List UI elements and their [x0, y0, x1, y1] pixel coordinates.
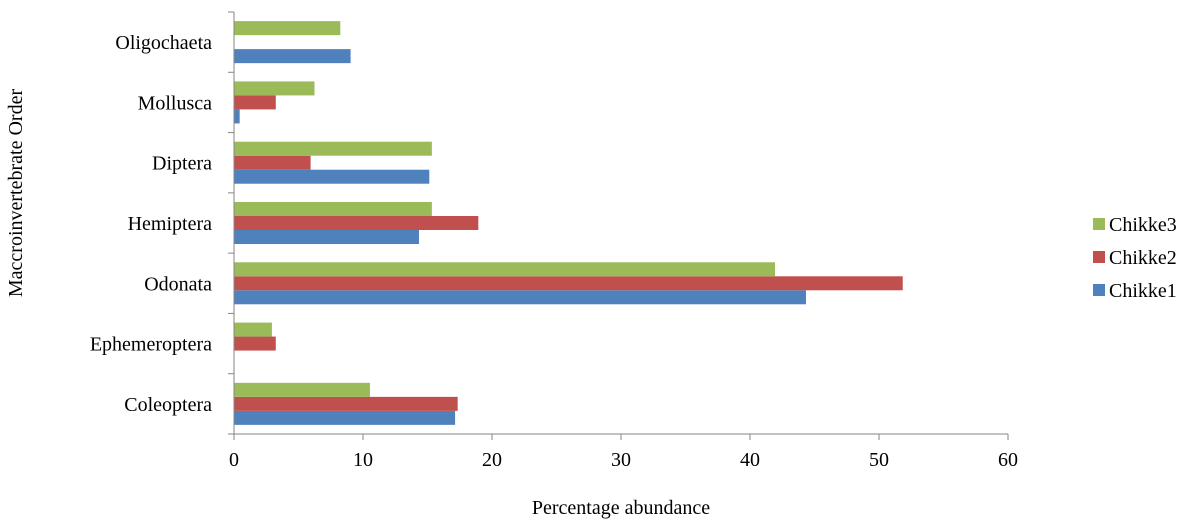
bar-chikke3-odonata	[234, 262, 776, 277]
y-axis-title: Maccroinvertebrate Order	[5, 89, 27, 298]
bar-chikke3-hemiptera	[234, 202, 432, 216]
bar-chikke1-coleoptera	[234, 410, 456, 425]
x-tick-label: 50	[869, 449, 889, 471]
bar-chikke3-ephemeroptera	[234, 322, 272, 337]
bar-chikke2-odonata	[234, 276, 903, 291]
bar-chikke2-mollusca	[234, 95, 276, 110]
x-tick-label: 60	[998, 449, 1018, 471]
x-tick-label: 40	[740, 449, 760, 471]
legend-label-chikke2: Chikke2	[1109, 247, 1177, 269]
bar-chikke2-ephemeroptera	[234, 336, 276, 351]
category-label: Hemiptera	[128, 213, 213, 235]
bar-chikke3-coleoptera	[234, 382, 370, 397]
y-ticks-group: Coleoptera Ephemeroptera Odonata Hemiptera D…	[90, 11, 234, 435]
bar-chikke2-coleoptera	[234, 396, 458, 411]
bars-group	[234, 21, 903, 425]
x-ticks-group: 0 10 20 30 40 50 60	[229, 434, 1018, 471]
category-label: Diptera	[152, 153, 212, 175]
legend-swatch-chikke1	[1093, 284, 1105, 296]
bar-chikke1-oligochaeta	[234, 49, 351, 64]
bar-chikke1-hemiptera	[234, 230, 419, 244]
legend-label-chikke1: Chikke1	[1109, 280, 1177, 302]
category-label: Coleoptera	[124, 394, 212, 416]
bar-chikke1-odonata	[234, 290, 806, 305]
legend: Chikke3 Chikke2 Chikke1	[1093, 214, 1177, 302]
bar-chikke3-mollusca	[234, 81, 315, 96]
x-tick-label: 10	[353, 449, 373, 471]
bar-chikke2-diptera	[234, 155, 311, 170]
category-label: Oligochaeta	[115, 32, 212, 54]
category-label: Odonata	[144, 273, 212, 295]
x-tick-label: 30	[611, 449, 631, 471]
bar-chikke3-diptera	[234, 141, 432, 156]
bar-chikke1-diptera	[234, 169, 430, 184]
bar-chikke1-mollusca	[234, 109, 240, 124]
category-label: Mollusca	[138, 92, 213, 114]
bar-chikke3-oligochaeta	[234, 21, 341, 36]
bar-chikke2-hemiptera	[234, 216, 479, 230]
legend-label-chikke3: Chikke3	[1109, 214, 1177, 236]
x-tick-label: 0	[229, 449, 239, 471]
x-axis-title: Percentage abundance	[532, 497, 710, 519]
x-tick-label: 20	[482, 449, 502, 471]
legend-swatch-chikke2	[1093, 251, 1105, 263]
category-label: Ephemeroptera	[90, 334, 212, 356]
legend-swatch-chikke3	[1093, 218, 1105, 230]
